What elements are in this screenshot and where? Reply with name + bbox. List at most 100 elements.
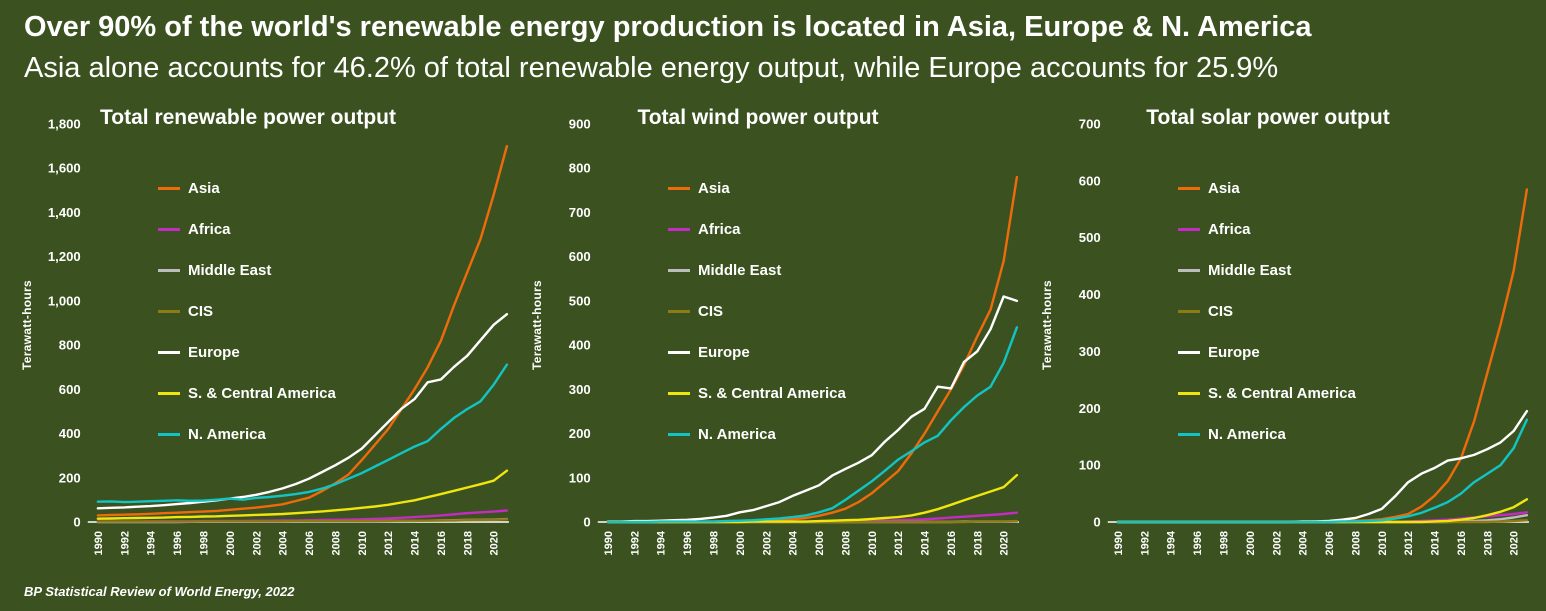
x-tick-label: 2008 — [330, 531, 342, 555]
source-note: BP Statistical Review of World Energy, 2… — [24, 584, 295, 599]
x-tick-label: 2004 — [788, 530, 800, 555]
x-tick-label: 2012 — [1403, 531, 1415, 555]
legend: Asia Africa Middle East CIS Europe S. & Centr… — [1178, 178, 1356, 465]
legend-label: Middle East — [698, 261, 782, 279]
x-tick-label: 1990 — [93, 531, 105, 555]
legend-swatch-europe — [158, 350, 180, 354]
legend-item-asia: Asia — [668, 178, 846, 198]
legend-label: Africa — [188, 220, 231, 238]
legend: Asia Africa Middle East CIS Europe S. & Centr… — [668, 178, 846, 465]
legend-item-africa: Africa — [158, 219, 336, 239]
x-tick-label: 1992 — [629, 531, 641, 555]
x-tick-label: 2014 — [1429, 530, 1441, 555]
x-tick-label: 1992 — [1139, 531, 1151, 555]
y-tick-label: 1,200 — [48, 249, 81, 264]
legend-label: Europe — [188, 343, 240, 361]
x-tick-label: 1996 — [1192, 531, 1204, 555]
y-tick-label: 500 — [569, 293, 591, 308]
legend-swatch-cis — [1178, 309, 1200, 313]
y-tick-label: 1,000 — [48, 293, 81, 308]
legend-item-europe: Europe — [1178, 342, 1356, 362]
legend-swatch-middle-east — [668, 268, 690, 272]
x-tick-label: 2020 — [1509, 531, 1521, 555]
x-tick-label: 1998 — [708, 531, 720, 555]
legend-label: Asia — [1208, 179, 1240, 197]
series-line-s-central-america — [96, 469, 509, 520]
legend-swatch-n-america — [668, 432, 690, 436]
legend-swatch-cis — [668, 309, 690, 313]
x-tick-label: 2010 — [357, 531, 369, 555]
legend-label: Asia — [698, 179, 730, 197]
chart-title: Total renewable power output — [100, 106, 396, 129]
legend-label: N. America — [188, 425, 266, 443]
x-tick-label: 2016 — [1456, 531, 1468, 555]
legend-label: CIS — [1208, 302, 1234, 320]
headline: Over 90% of the world's renewable energy… — [24, 11, 1312, 43]
legend-swatch-europe — [668, 350, 690, 354]
y-tick-label: 300 — [569, 382, 591, 397]
x-tick-label: 2008 — [840, 531, 852, 555]
legend-item-n-america: N. America — [1178, 424, 1356, 444]
legend-swatch-middle-east — [158, 268, 180, 272]
series-line-n-america — [1116, 418, 1529, 524]
y-tick-label: 500 — [1079, 230, 1101, 245]
legend-item-s-central-america: S. & Central America — [158, 383, 336, 403]
chart-panel-total-solar: Total solar power output Terawatt-hours … — [1028, 102, 1538, 574]
series-line-europe — [606, 295, 1019, 523]
x-tick-label: 1996 — [682, 531, 694, 555]
y-tick-label: 0 — [583, 515, 590, 530]
legend-item-middle-east: Middle East — [668, 260, 846, 280]
x-tick-label: 2002 — [1271, 531, 1283, 555]
legend-label: Asia — [188, 179, 220, 197]
legend-item-cis: CIS — [158, 301, 336, 321]
legend-swatch-n-america — [1178, 432, 1200, 436]
series-line-cis — [96, 518, 509, 523]
line-chart: 0 200 400 600 800 1,000 1,200 1,400 1,600 1,800 19… — [48, 117, 509, 555]
legend-swatch-africa — [1178, 227, 1200, 231]
x-tick-label: 2002 — [761, 531, 773, 555]
legend-label: S. & Central America — [188, 384, 336, 402]
x-tick-label: 1990 — [1113, 531, 1125, 555]
x-tick-label: 2004 — [278, 530, 290, 555]
x-tick-label: 2010 — [1377, 531, 1389, 555]
y-tick-label: 1,800 — [48, 117, 81, 132]
x-tick-label: 2000 — [225, 531, 237, 555]
y-tick-label: 100 — [569, 470, 591, 485]
y-tick-label: 900 — [569, 117, 591, 132]
x-tick-label: 1994 — [1166, 530, 1178, 555]
legend-swatch-asia — [1178, 186, 1200, 190]
y-tick-label: 800 — [569, 161, 591, 176]
y-tick-label: 300 — [1079, 344, 1101, 359]
legend-label: Europe — [1208, 343, 1260, 361]
legend-swatch-cis — [158, 309, 180, 313]
x-tick-label: 2014 — [409, 530, 421, 555]
chart-panel-total-renewable: Total renewable power output Terawatt-ho… — [8, 102, 518, 574]
y-tick-label: 1,400 — [48, 205, 81, 220]
y-tick-label: 200 — [1079, 401, 1101, 416]
y-tick-label: 600 — [59, 382, 81, 397]
x-tick-label: 1992 — [119, 531, 131, 555]
legend-label: Middle East — [188, 261, 272, 279]
legend-item-europe: Europe — [668, 342, 846, 362]
legend: Asia Africa Middle East CIS Europe S. & Centr… — [158, 178, 336, 465]
y-tick-label: 400 — [1079, 287, 1101, 302]
x-tick-label: 1994 — [146, 530, 158, 555]
legend-swatch-africa — [668, 227, 690, 231]
legend-label: S. & Central America — [698, 384, 846, 402]
footer: BP Statistical Review of World Energy, 2… — [0, 574, 1546, 599]
x-tick-label: 2018 — [462, 531, 474, 555]
y-tick-label: 200 — [59, 470, 81, 485]
x-tick-label: 2016 — [946, 531, 958, 555]
legend-swatch-s-central-america — [668, 391, 690, 395]
legend-item-n-america: N. America — [158, 424, 336, 444]
y-tick-label: 0 — [1093, 515, 1100, 530]
charts-row: Total renewable power output Terawatt-ho… — [0, 102, 1546, 574]
legend-label: N. America — [1208, 425, 1286, 443]
x-tick-label: 2008 — [1350, 531, 1362, 555]
legend-swatch-asia — [668, 186, 690, 190]
legend-swatch-africa — [158, 227, 180, 231]
x-tick-label: 2016 — [436, 531, 448, 555]
legend-item-middle-east: Middle East — [158, 260, 336, 280]
line-chart: 0 100 200 300 400 500 600 700 1990 1992 1994 1996 19… — [1079, 117, 1529, 555]
x-tick-label: 2006 — [304, 531, 316, 555]
